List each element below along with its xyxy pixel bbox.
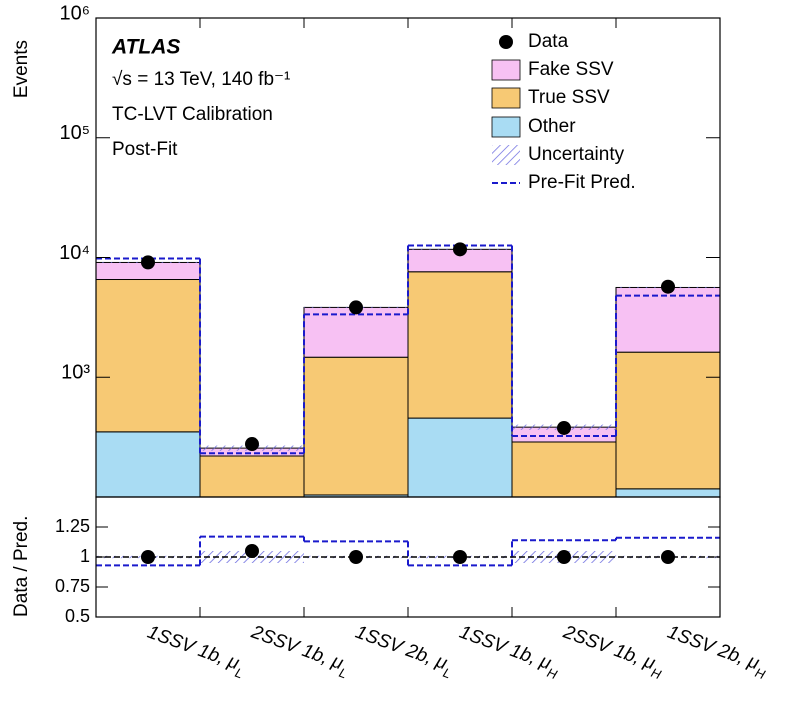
ratio-y-tick-label: 1.25 [55, 516, 90, 536]
category-subscript: L [441, 665, 453, 682]
ratio-y-axis-label: Data / Pred. [11, 516, 32, 617]
data-point [245, 437, 259, 452]
legend-label: Uncertainty [528, 144, 625, 165]
fit-label: Post-Fit [112, 139, 178, 160]
stack-segment [199, 455, 305, 497]
ratio-data-point [245, 544, 259, 558]
ratio-y-tick-label: 0.75 [55, 576, 90, 596]
ratio-panel [96, 535, 720, 567]
ratio-data-point [557, 550, 571, 564]
category-text: 2SSV 1b, μ [560, 621, 659, 674]
energy-label: √s = 13 TeV, 140 fb⁻¹ [112, 69, 290, 90]
ratio-data-point [141, 550, 155, 564]
legend-swatch [492, 145, 520, 165]
legend-label: Data [528, 31, 569, 52]
ratio-data-point [661, 550, 675, 564]
main-panel [96, 242, 720, 497]
stack-segment [615, 286, 720, 353]
legend-swatch [491, 116, 521, 138]
experiment-label: ATLAS [111, 36, 180, 59]
stack-segment [615, 351, 720, 490]
category-text: 1SSV 1b, μ [457, 622, 555, 675]
x-tick-label: 1SSV 1b, μL [143, 622, 249, 682]
x-tick-label: 2SSV 1b, μH [558, 621, 668, 682]
stack-segment [303, 356, 409, 496]
y-tick-label: 10³ [61, 362, 90, 384]
category-subscript: L [337, 665, 349, 682]
legend-label: True SSV [528, 87, 610, 108]
category-text: 2SSV 1b, μ [248, 621, 347, 674]
legend-label: Pre-Fit Pred. [528, 172, 636, 193]
ratio-y-tick-label: 0.5 [65, 606, 90, 626]
x-tick-label: 1SSV 2b, μL [351, 622, 457, 682]
data-point [557, 420, 571, 435]
data-point [661, 279, 675, 294]
data-point [349, 300, 363, 315]
stack-segment [96, 279, 201, 433]
data-point [141, 255, 155, 270]
x-tick-label: 2SSV 1b, μL [246, 621, 353, 681]
category-subscript: L [233, 665, 245, 682]
calibration-label: TC-LVT Calibration [112, 104, 273, 125]
ratio-data-point [453, 550, 467, 564]
y-tick-label: 10⁶ [60, 2, 90, 24]
stack-segment [407, 417, 513, 497]
legend-label: Other [528, 116, 576, 137]
legend-swatch [491, 59, 521, 81]
x-tick-label: 1SSV 1b, μH [455, 622, 564, 683]
y-tick-label: 10⁴ [59, 242, 90, 264]
stack-segment [96, 431, 201, 497]
ratio-data-point [349, 550, 363, 564]
category-text: 1SSV 1b, μ [145, 622, 243, 675]
category-text: 1SSV 2b, μ [353, 622, 451, 675]
stack-segment [407, 271, 513, 419]
legend-swatch [491, 87, 521, 109]
y-tick-label: 10⁵ [59, 122, 90, 144]
category-text: 1SSV 2b, μ [665, 622, 763, 675]
x-tick-label: 1SSV 2b, μH [663, 622, 772, 683]
y-axis-label: Events [11, 40, 32, 98]
stack-segment [511, 441, 617, 497]
legend-label: Fake SSV [528, 59, 614, 80]
ratio-y-tick-label: 1 [80, 546, 90, 566]
legend-marker [499, 35, 513, 49]
stack-segment [303, 306, 409, 358]
data-point [453, 242, 467, 257]
stack-segment [615, 488, 720, 497]
